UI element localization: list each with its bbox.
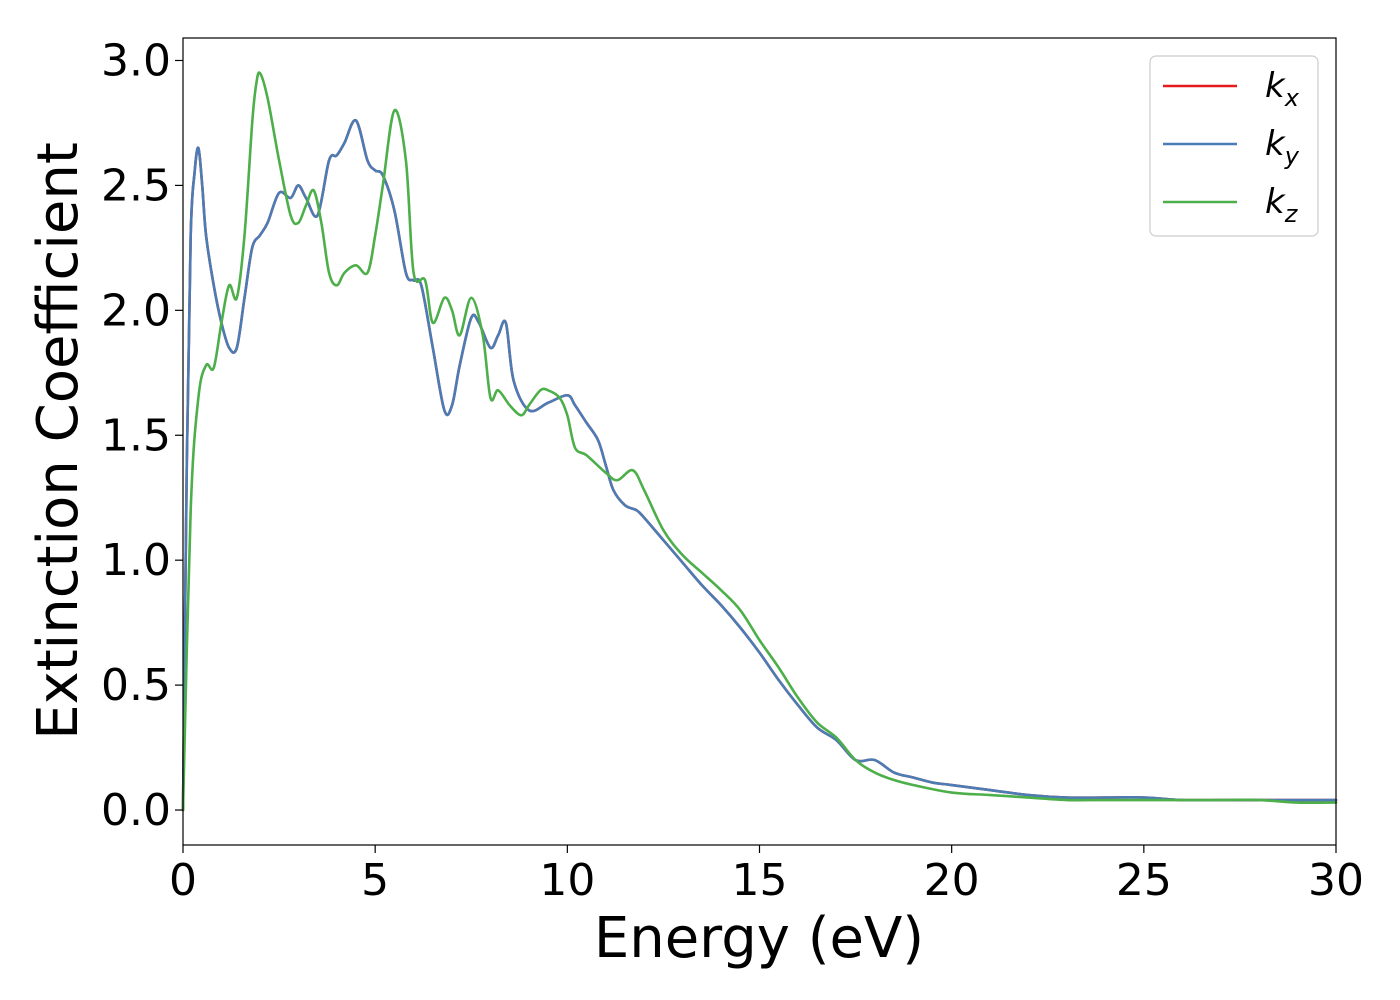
legend-label-kx: kx bbox=[1265, 66, 1300, 112]
series-layer bbox=[181, 71, 1338, 812]
legend-label-subscript: z bbox=[1284, 200, 1299, 228]
legend-label-ky: ky bbox=[1265, 124, 1300, 170]
legend-label-base: k bbox=[1265, 124, 1286, 164]
x-axis-title: Energy (eV) bbox=[594, 906, 924, 971]
y-axis-ticks: 0.0 0.5 1.0 1.5 2.0 2.5 3.0 bbox=[101, 35, 183, 836]
x-tick-label: 15 bbox=[732, 855, 788, 906]
x-tick-label: 30 bbox=[1308, 855, 1364, 906]
x-tick-label: 10 bbox=[539, 855, 595, 906]
y-tick-label: 1.5 bbox=[101, 410, 171, 461]
x-tick-label: 5 bbox=[361, 855, 389, 906]
legend-label-subscript: x bbox=[1284, 84, 1300, 112]
y-tick-label: 1.0 bbox=[101, 535, 171, 586]
y-tick-label: 2.0 bbox=[101, 285, 171, 336]
legend-label-base: k bbox=[1265, 182, 1286, 222]
legend-label-kz: kz bbox=[1265, 182, 1299, 228]
legend-label-base: k bbox=[1265, 66, 1286, 106]
x-tick-label: 25 bbox=[1116, 855, 1172, 906]
y-tick-label: 2.5 bbox=[101, 160, 171, 211]
y-axis-title: Extinction Coefficient bbox=[26, 142, 91, 740]
x-tick-label: 20 bbox=[924, 855, 980, 906]
legend-box bbox=[1149, 55, 1319, 237]
x-axis-ticks: 0 5 10 15 20 25 30 bbox=[169, 845, 1364, 906]
y-tick-label: 0.5 bbox=[101, 660, 171, 711]
series-line-kz bbox=[181, 71, 1338, 812]
y-tick-label: 0.0 bbox=[101, 785, 171, 836]
x-tick-label: 0 bbox=[169, 855, 197, 906]
legend-label-subscript: y bbox=[1284, 142, 1300, 170]
series-line-ky bbox=[181, 119, 1338, 812]
y-tick-label: 3.0 bbox=[101, 35, 171, 86]
